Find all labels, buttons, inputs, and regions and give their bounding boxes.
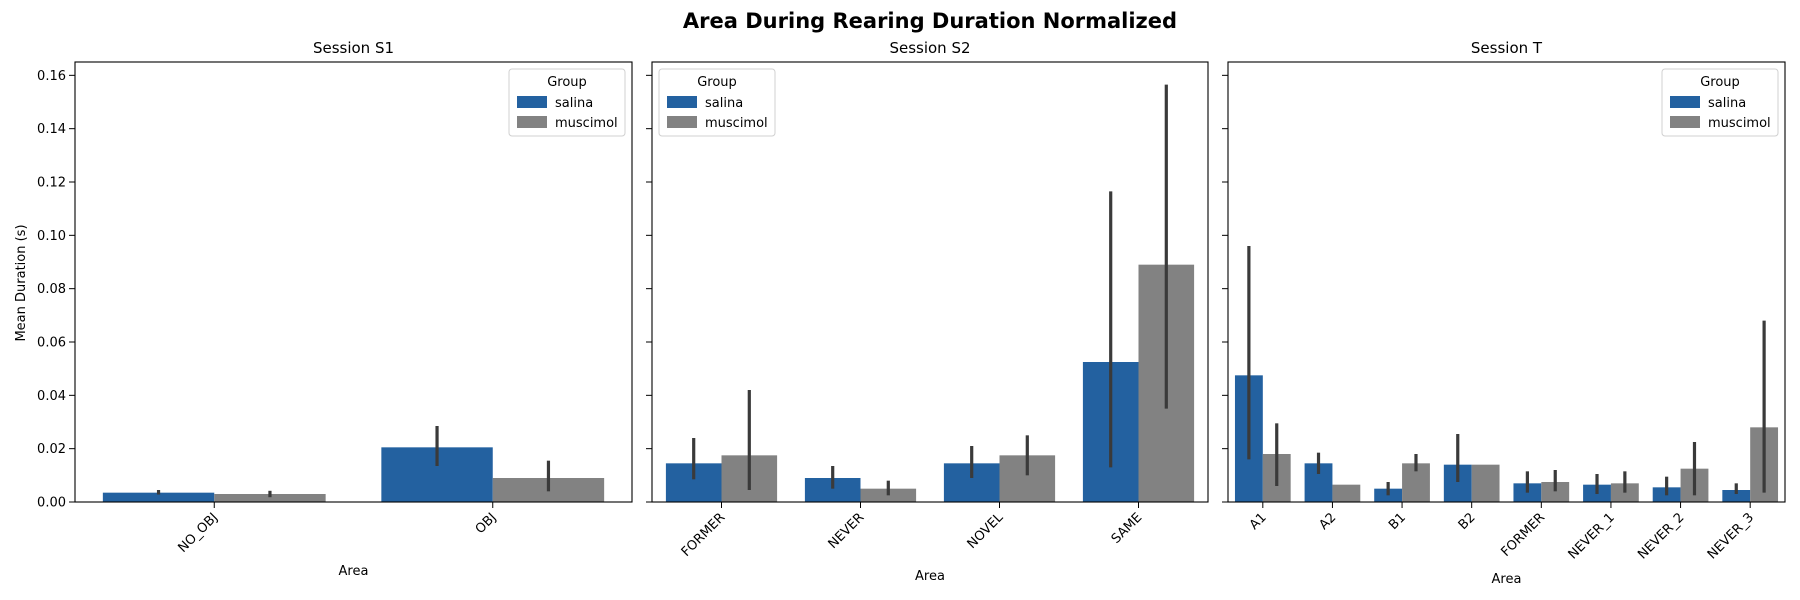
x-tick-label: NO_OBJ — [176, 510, 222, 556]
legend-label: muscimol — [555, 116, 618, 131]
bar-salina — [1513, 483, 1542, 502]
panel-3: Session T A1 A2 B1 B2 FORMER NEVER_1 NEVER_2 NEV… — [1222, 39, 1786, 587]
x-tick-label: FORMER — [1498, 510, 1548, 560]
legend: Group salina muscimol — [658, 68, 776, 137]
legend-swatch-salina — [667, 96, 697, 108]
y-axis-label: Mean Duration (s) — [14, 224, 29, 341]
legend-title: Group — [1700, 75, 1740, 90]
y-tick-label: 0.12 — [37, 176, 66, 191]
x-tick-label: OBJ — [473, 510, 500, 537]
legend-swatch-salina — [1670, 96, 1700, 108]
legend-title: Group — [547, 75, 587, 90]
legend-swatch-muscimol — [1670, 116, 1700, 128]
legend-swatch-muscimol — [517, 116, 547, 128]
y-tick-label: 0.10 — [37, 229, 66, 244]
legend: Group salina muscimol — [1661, 68, 1779, 137]
bar-muscimol — [1610, 483, 1639, 502]
x-tick-label: B1 — [1386, 510, 1409, 533]
bar-salina — [102, 492, 215, 502]
y-tick-label: 0.14 — [37, 122, 66, 137]
x-tick-label: B2 — [1456, 510, 1479, 533]
legend-label: salina — [1708, 96, 1746, 111]
axes-frame — [74, 61, 633, 503]
panels: Session S1 0.00 0.02 0.04 0.06 0.08 0.10 0.12 0.… — [37, 39, 1786, 587]
x-axis-label: Area — [1492, 572, 1522, 587]
y-tick-label: 0.04 — [37, 389, 66, 404]
legend-label: muscimol — [705, 116, 768, 131]
x-tick-label: NEVER — [826, 510, 868, 552]
axes-frame — [1227, 61, 1786, 503]
y-tick-label: 0.06 — [37, 336, 66, 351]
x-tick-label: NEVER_3 — [1705, 510, 1757, 562]
legend-title: Group — [697, 75, 737, 90]
legend-swatch-muscimol — [667, 116, 697, 128]
x-axis-label: Area — [339, 564, 369, 579]
y-tick-label: 0.16 — [37, 69, 66, 84]
x-tick-label: A1 — [1247, 510, 1270, 533]
y-tick-label: 0.08 — [37, 282, 66, 297]
legend: Group salina muscimol — [508, 68, 626, 137]
bar-muscimol — [214, 494, 326, 502]
panel-title: Session S2 — [889, 39, 970, 57]
bar-muscimol — [1541, 482, 1570, 502]
bar-muscimol — [1471, 464, 1500, 502]
legend-label: salina — [555, 96, 593, 111]
x-tick-label: NEVER_2 — [1635, 510, 1687, 562]
x-tick-label: FORMER — [679, 510, 729, 560]
bar-salina — [1722, 490, 1751, 502]
figure-title: Area During Rearing Duration Normalized — [683, 9, 1177, 33]
y-tick-label: 0.00 — [37, 496, 66, 511]
x-axis-label: Area — [915, 569, 945, 584]
legend-label: salina — [705, 96, 743, 111]
x-tick-label: NEVER_1 — [1566, 510, 1618, 562]
x-tick-label: SAME — [1109, 510, 1146, 547]
x-tick-label: A2 — [1317, 510, 1340, 533]
legend-label: muscimol — [1708, 116, 1771, 131]
legend-swatch-salina — [517, 96, 547, 108]
axes-frame — [651, 61, 1209, 503]
y-tick-label: 0.02 — [37, 442, 66, 457]
panel-1: Session S1 0.00 0.02 0.04 0.06 0.08 0.10 0.12 0.… — [37, 39, 633, 579]
bar-muscimol — [1332, 484, 1361, 502]
panel-title: Session T — [1471, 39, 1543, 57]
panel-title: Session S1 — [313, 39, 394, 57]
x-tick-label: NOVEL — [965, 510, 1007, 552]
panel-2: Session S2 FORMER NEVER NOVEL SAME Area Group s… — [646, 39, 1209, 584]
